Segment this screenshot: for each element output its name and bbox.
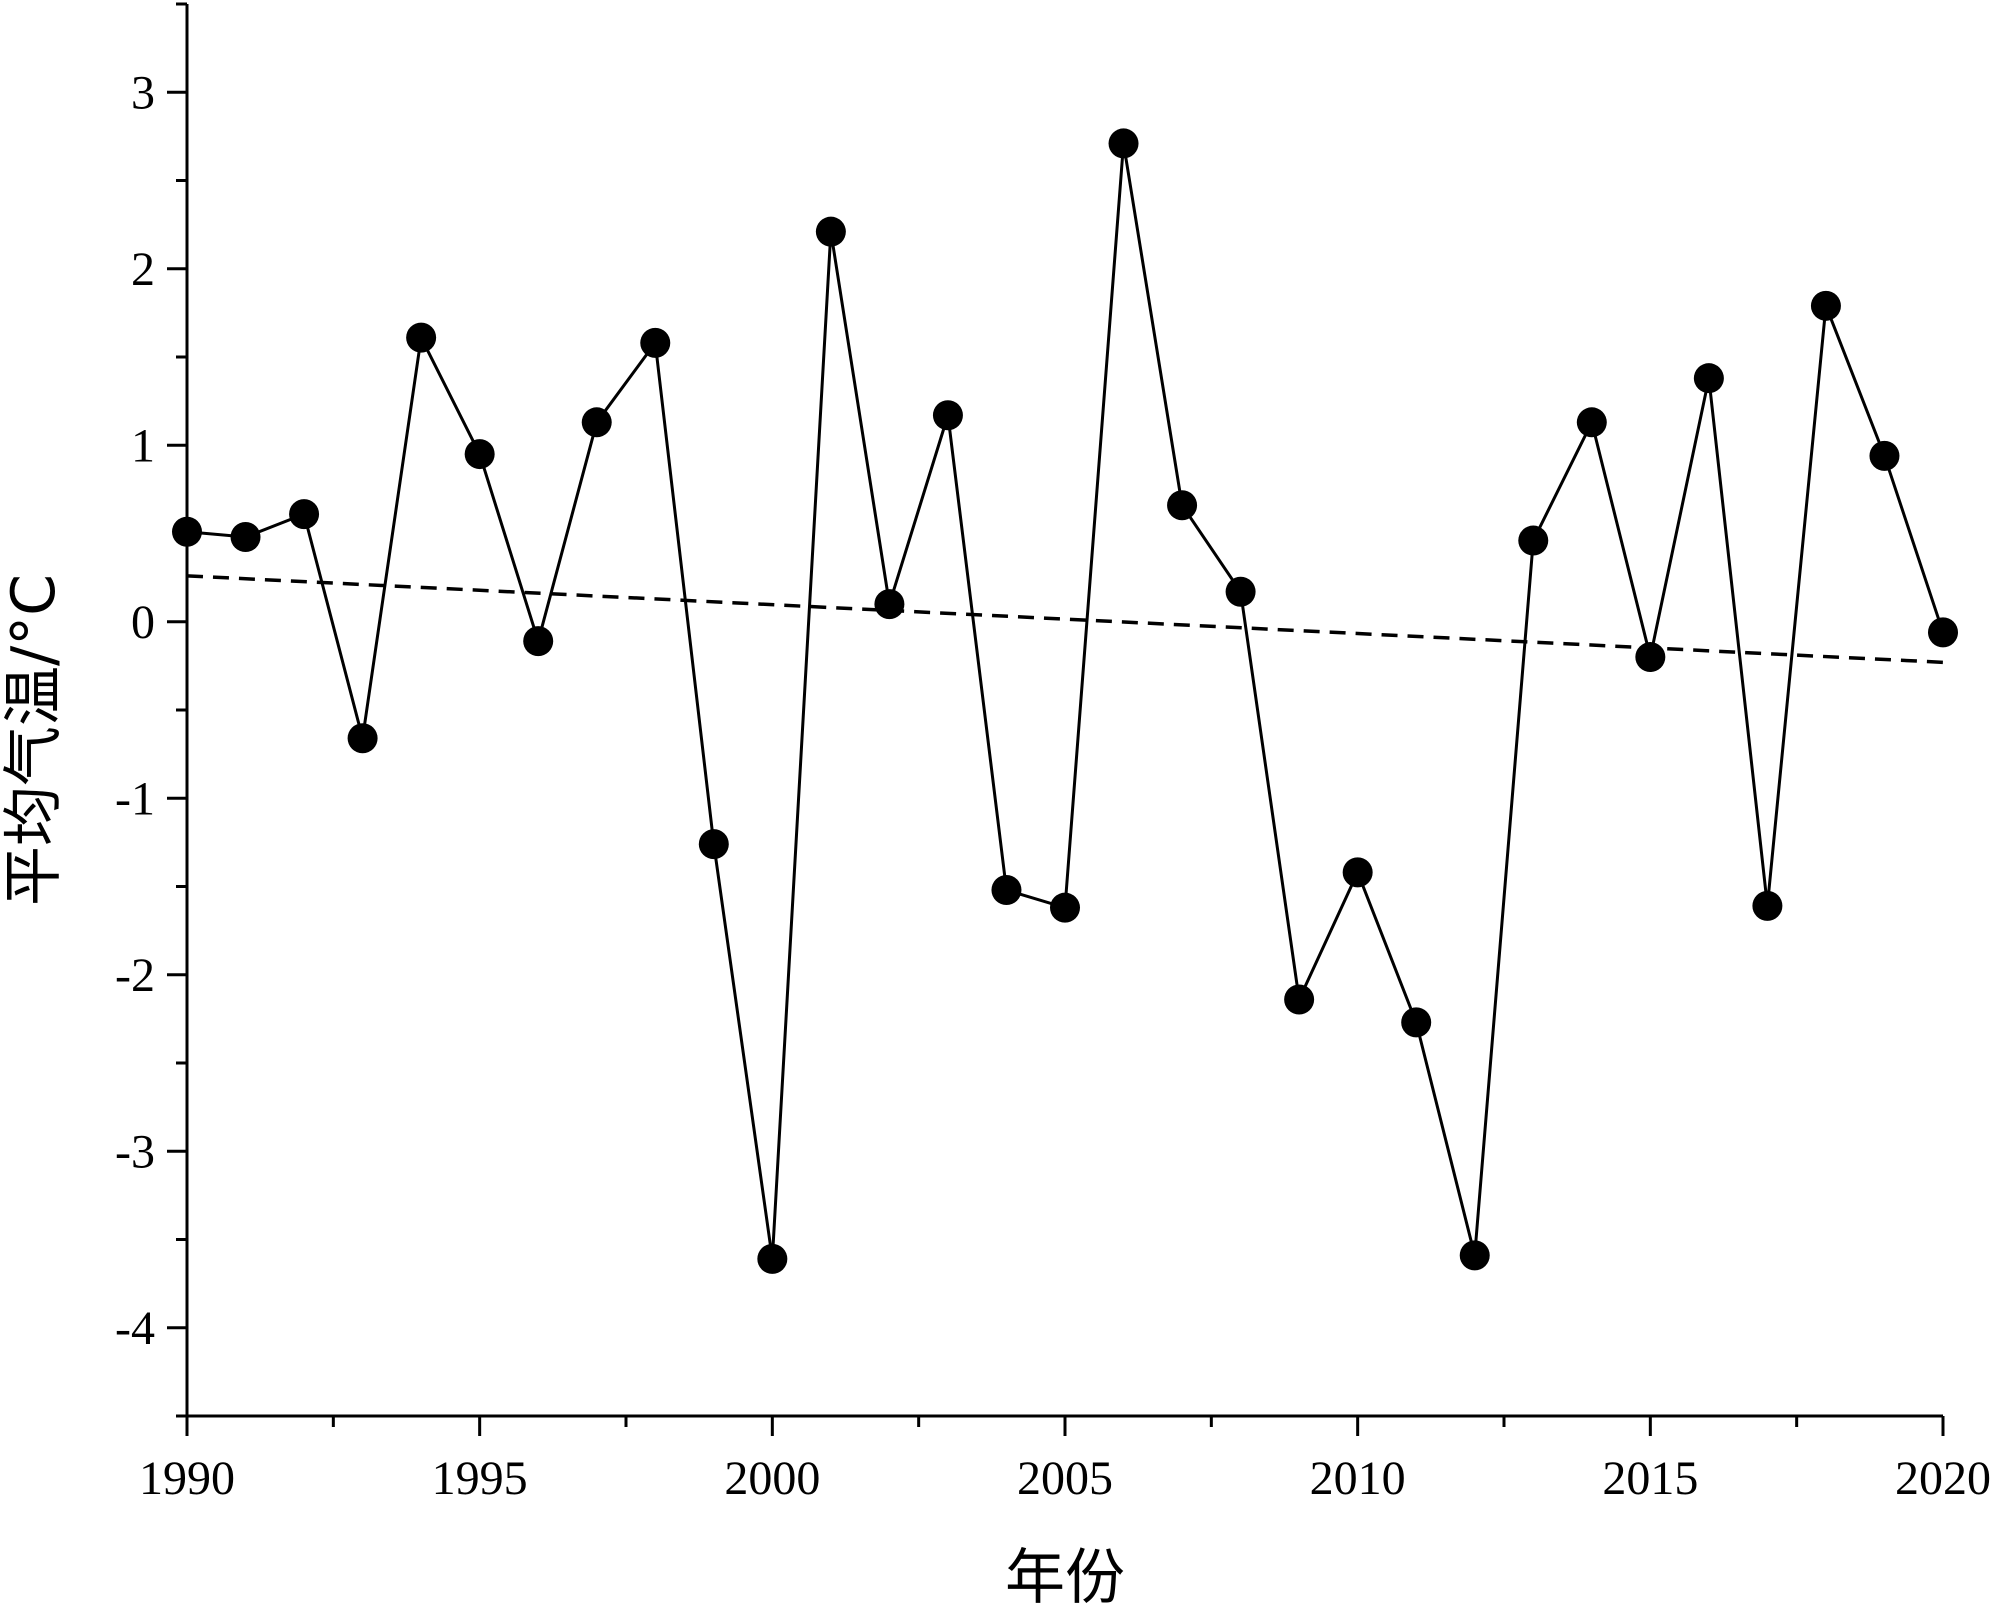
data-point [874,589,905,620]
data-point [1401,1007,1432,1038]
data-point [815,216,846,247]
data-point [523,626,554,657]
data-point [464,439,495,470]
y-tick-label: -4 [115,1302,155,1355]
data-point [172,516,202,547]
data-point [757,1243,788,1274]
x-tick-label: 2005 [1017,1452,1113,1505]
y-tick-label: -2 [115,949,155,1002]
data-point [1108,128,1139,159]
data-point [1167,490,1198,521]
data-point [1635,642,1666,673]
data-point [1752,890,1783,921]
data-point [1459,1240,1490,1271]
data-point [347,723,378,754]
axes [185,4,1943,1418]
y-tick-label: 0 [131,596,155,649]
y-axis-title: 平均气温/°C [0,574,69,906]
x-tick-label: 2015 [1602,1452,1698,1505]
x-tick-label: 1990 [139,1452,235,1505]
x-tick-label: 2010 [1310,1452,1406,1505]
data-point [991,875,1022,906]
series [172,128,1958,1274]
data-point [1810,290,1841,321]
trend-line [186,574,1944,665]
data-point [1693,363,1724,394]
ticks: -4 -3 -2 -1 0 1 2 3 1990 1995 2000 2005 2010 2015 2020 [115,2,1991,1505]
data-point [1518,525,1549,556]
data-point [932,400,963,431]
x-tick-label: 2000 [724,1452,820,1505]
data-point [289,499,320,530]
x-tick-label: 2020 [1895,1452,1991,1505]
data-point [1050,892,1080,923]
data-point [1928,617,1958,648]
y-tick-label: -3 [115,1125,155,1178]
y-tick-label: 1 [131,419,155,472]
data-point [1342,857,1373,888]
data-point [698,829,729,860]
y-tick-label: 3 [131,66,155,119]
data-point [230,522,261,553]
data-point [1869,440,1900,471]
x-axis-title: 年份 [1005,1543,1125,1613]
data-point [581,407,612,438]
y-tick-label: 2 [131,243,155,296]
data-point [1576,407,1607,438]
data-point [1225,576,1256,607]
temperature-line [186,143,1945,1260]
data-point [640,327,671,358]
data-point [406,322,437,353]
x-tick-label: 1995 [432,1452,528,1505]
data-point [1284,984,1315,1015]
y-tick-label: -1 [115,772,155,825]
